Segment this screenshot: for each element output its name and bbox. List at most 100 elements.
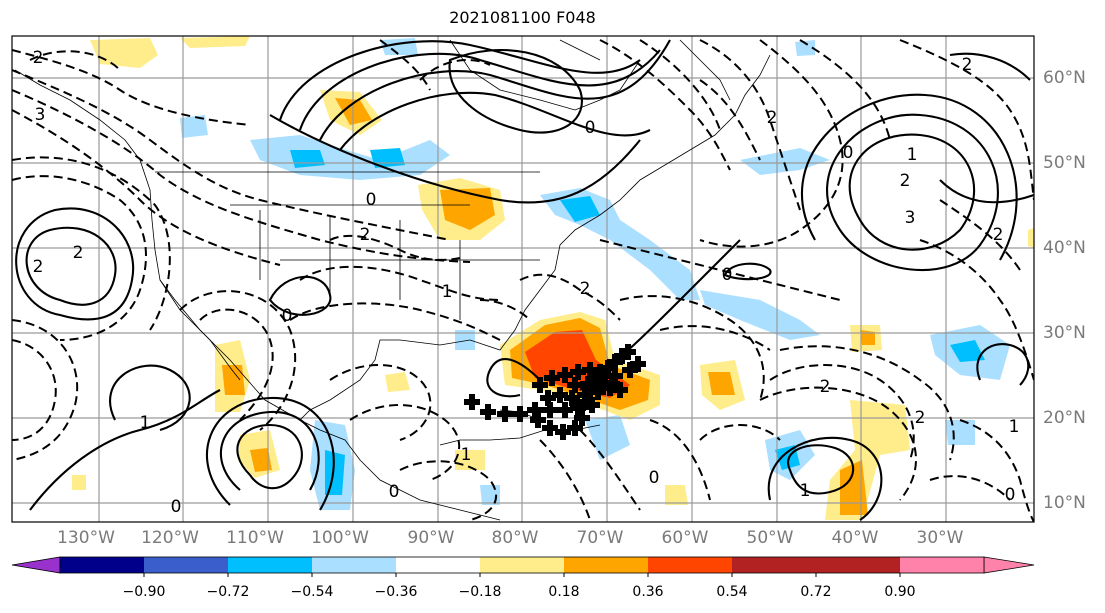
lat-label-60n: 60°N <box>1043 68 1086 88</box>
lon-label-130w: 130°W <box>57 528 115 548</box>
contour-label: 2 <box>73 243 84 263</box>
contour-label: 2 <box>33 48 44 68</box>
lat-label-20n: 20°N <box>1043 408 1086 428</box>
track-point <box>592 364 608 380</box>
lon-label-110w: 110°W <box>226 528 284 548</box>
track-point <box>612 382 628 398</box>
contour-label: 2 <box>33 257 44 277</box>
contour-label: 1 <box>140 413 151 433</box>
map-frame <box>11 35 1035 523</box>
contour-label: 3 <box>905 208 916 228</box>
track-point <box>497 406 513 422</box>
track-point <box>574 410 590 426</box>
track-point <box>580 376 596 392</box>
contour-label: 0 <box>722 265 733 285</box>
lon-label-40w: 40°W <box>831 528 879 548</box>
lon-label-60w: 60°W <box>661 528 709 548</box>
track-point <box>542 402 558 418</box>
track-point <box>590 384 606 400</box>
contour-label: 2 <box>993 225 1004 245</box>
track-point <box>540 390 556 406</box>
track-point <box>620 344 636 360</box>
track-point <box>555 424 571 440</box>
colorbar-tick-label: 0.36 <box>632 584 664 600</box>
track-point <box>567 377 583 393</box>
track-point <box>527 402 543 418</box>
lon-label-80w: 80°W <box>491 528 539 548</box>
storm-track <box>464 344 646 440</box>
track-point <box>630 356 646 372</box>
colorbar-segment-9 <box>732 557 816 573</box>
track-point <box>532 377 548 393</box>
track-point <box>557 367 573 383</box>
contour-labels: 2 2 2 2 2 3 3 1 1 1 0 0 0 0 0 0 0 0 2 2 … <box>33 48 1020 517</box>
colorbar-segment-2 <box>144 557 228 573</box>
lon-label-70w: 70°W <box>576 528 624 548</box>
track-point <box>542 420 558 436</box>
track-point <box>567 420 583 436</box>
coastlines <box>14 39 771 521</box>
track-point <box>600 360 616 376</box>
lon-label-120w: 120°W <box>141 528 199 548</box>
contour-label: 0 <box>389 482 400 502</box>
colorbar-segment-11 <box>900 557 984 573</box>
contour-label: 2 <box>360 225 371 245</box>
contour-label: 2 <box>915 408 926 428</box>
colorbar-segment-1 <box>60 557 144 573</box>
track-point <box>464 394 480 410</box>
lon-label-50w: 50°W <box>746 528 794 548</box>
contour-label: -2 <box>814 377 831 397</box>
track-point <box>622 362 638 378</box>
contour-label: 0 <box>366 190 377 210</box>
colorbar-tick-label: 0.90 <box>884 584 916 600</box>
track-point <box>614 348 630 364</box>
contour-label: 1 <box>442 282 453 302</box>
track-point <box>607 368 623 384</box>
track-point <box>552 387 568 403</box>
track-point <box>577 387 593 403</box>
map-title: 2021081100 F048 <box>449 8 596 27</box>
contour-label: 1 <box>461 445 472 465</box>
track-point <box>607 354 623 370</box>
track-point <box>570 400 586 416</box>
colorbar-tick-label: −0.36 <box>374 584 418 600</box>
track-point <box>582 362 598 378</box>
colorbar-segment-10 <box>816 557 900 573</box>
contour-label: 2 <box>580 279 591 299</box>
contour-label: 0 <box>171 497 182 517</box>
colorbar-segment-7 <box>564 557 648 573</box>
lon-label-30w: 30°W <box>916 528 964 548</box>
contour-label: 0 <box>1005 485 1016 505</box>
colorbar-tick-label: 0.54 <box>716 584 748 600</box>
colorbar-high-extension <box>983 556 1035 574</box>
lat-label-50n: 50°N <box>1043 153 1086 173</box>
track-point <box>584 397 600 413</box>
lon-label-100w: 100°W <box>311 528 369 548</box>
track-point <box>544 370 560 386</box>
contour-label: 0 <box>585 118 596 138</box>
colorbar-tick-label: −0.72 <box>206 584 250 600</box>
dashed-contours <box>12 39 1034 522</box>
track-point <box>512 406 528 422</box>
track-point <box>564 390 580 406</box>
track-point <box>570 364 586 380</box>
track-point <box>602 380 618 396</box>
contour-label: 1 <box>1009 417 1020 437</box>
contour-label: 0 <box>282 306 293 326</box>
contour-label: 2 <box>962 55 973 75</box>
negative-anomaly-shading <box>180 38 1010 510</box>
colorbar-segment-5 <box>396 557 480 573</box>
contour-label: 3 <box>35 105 46 125</box>
contour-label: 0 <box>649 468 660 488</box>
colorbar-tick-label: −0.90 <box>122 584 166 600</box>
track-point <box>596 368 612 384</box>
colorbar-tick-label: 0.72 <box>800 584 832 600</box>
track-point <box>592 374 608 390</box>
colorbar-low-extension <box>11 556 61 574</box>
lat-label-10n: 10°N <box>1043 493 1086 513</box>
colorbar-segment-6 <box>480 557 564 573</box>
colorbar-tick-label: −0.54 <box>290 584 334 600</box>
contour-label: 2 <box>900 171 911 191</box>
colorbar <box>11 556 1035 577</box>
